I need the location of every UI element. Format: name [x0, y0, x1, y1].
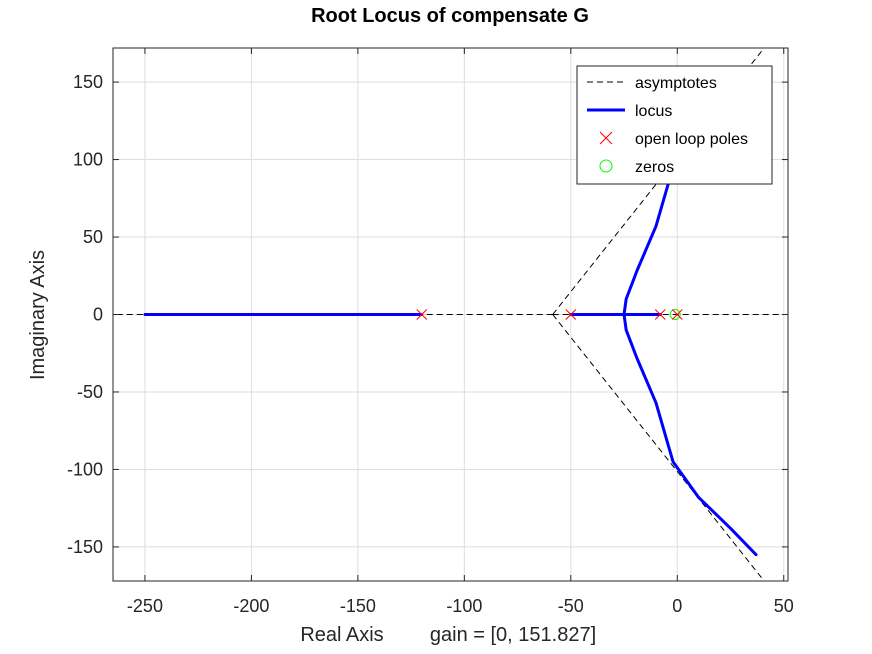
- x-tick-label: 50: [774, 596, 794, 616]
- axis-ticks: -250 -200 -150 -100 -50 0 50 -150 -100 -50 0 50 100 1…: [67, 48, 794, 616]
- x-axis-label: Real Axis: [300, 624, 383, 646]
- pole-marker: [565, 309, 577, 320]
- x-tick-label: -100: [446, 596, 482, 616]
- y-tick-label: -50: [77, 382, 103, 402]
- legend-swatch-poles: [599, 131, 613, 145]
- legend-label: locus: [635, 103, 672, 120]
- x-tick-label: -250: [127, 596, 163, 616]
- x-tick-label: -150: [340, 596, 376, 616]
- legend: asymptotes locus open loop poles zeros: [576, 65, 773, 185]
- x-tick-label: -50: [558, 596, 584, 616]
- legend-label: open loop poles: [635, 131, 748, 148]
- pole-marker: [416, 309, 428, 320]
- y-tick-label: -100: [67, 459, 103, 479]
- y-tick-label: 0: [93, 305, 103, 325]
- legend-label: asymptotes: [635, 75, 717, 92]
- y-tick-label: -150: [67, 537, 103, 557]
- y-tick-label: 50: [83, 227, 103, 247]
- zero-marker: [669, 309, 681, 320]
- chart-title: Root Locus of compensate G: [311, 5, 589, 27]
- pole-marker: [671, 309, 683, 320]
- y-tick-label: 150: [73, 72, 103, 92]
- legend-box: [576, 65, 773, 185]
- x-tick-label: -200: [233, 596, 269, 616]
- locus-branch: [622, 165, 758, 557]
- pole-marker: [654, 309, 666, 320]
- legend-swatch-zeros: [599, 159, 613, 173]
- legend-label: zeros: [635, 159, 674, 176]
- asymptote-line: [552, 314, 765, 581]
- x-tick-label: 0: [672, 596, 682, 616]
- y-axis-label: Imaginary Axis: [27, 250, 49, 380]
- gain-range-label: gain = [0, 151.827]: [430, 624, 596, 646]
- y-tick-label: 100: [73, 150, 103, 170]
